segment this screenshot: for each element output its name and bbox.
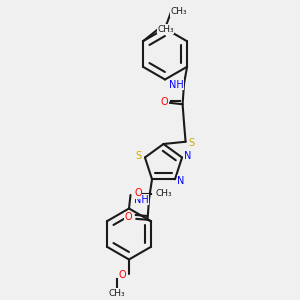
Text: CH₃: CH₃ <box>170 8 187 16</box>
Text: O: O <box>118 270 126 280</box>
Text: O: O <box>134 188 142 199</box>
Text: CH₃: CH₃ <box>157 25 174 34</box>
Text: NH: NH <box>169 80 184 90</box>
Text: O: O <box>161 97 168 107</box>
Text: N: N <box>184 151 192 161</box>
Text: S: S <box>188 138 194 148</box>
Text: S: S <box>135 151 141 161</box>
Text: CH₃: CH₃ <box>156 189 172 198</box>
Text: CH₃: CH₃ <box>109 289 125 298</box>
Text: N: N <box>177 176 184 186</box>
Text: NH: NH <box>134 195 149 205</box>
Text: O: O <box>124 212 132 222</box>
